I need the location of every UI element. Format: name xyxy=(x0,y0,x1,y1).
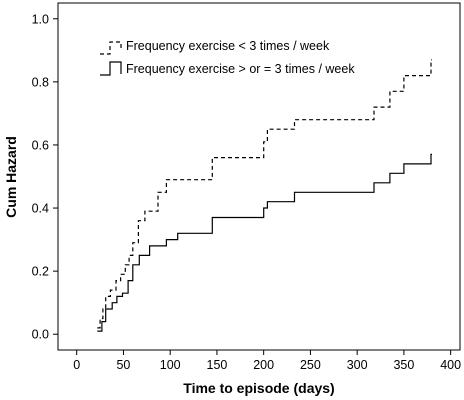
y-tick-label: 0.6 xyxy=(32,138,49,152)
series-line-3-or-more xyxy=(97,153,432,332)
x-tick-label: 250 xyxy=(300,358,321,372)
x-tick-label: 100 xyxy=(160,358,181,372)
y-axis-title: Cum Hazard xyxy=(3,136,19,218)
x-tick-label: 400 xyxy=(440,358,461,372)
x-tick-label: 200 xyxy=(253,358,274,372)
x-tick-label: 350 xyxy=(393,358,414,372)
legend-label-less-than-3: Frequency exercise < 3 times / week xyxy=(126,39,330,53)
x-tick-label: 50 xyxy=(116,358,130,372)
axis-ticks: 0 50 100 150 200 250 300 350 400 0.0 0.2 0.4 0.6 0.8 1… xyxy=(32,12,462,372)
y-tick-label: 0.8 xyxy=(32,75,49,89)
legend-symbol-dashed xyxy=(100,41,122,55)
x-tick-label: 300 xyxy=(347,358,368,372)
legend-label-3-or-more: Frequency exercise > or = 3 times / week xyxy=(126,62,355,76)
x-axis-title: Time to episode (days) xyxy=(183,380,334,396)
y-tick-label: 0.0 xyxy=(32,328,49,342)
legend: Frequency exercise < 3 times / week Freq… xyxy=(100,39,355,76)
y-tick-label: 1.0 xyxy=(32,12,49,26)
series-layer xyxy=(97,59,432,332)
series-line-less-than-3 xyxy=(97,59,432,329)
plot-frame xyxy=(57,2,461,351)
y-tick-label: 0.2 xyxy=(32,265,49,279)
y-tick-label: 0.4 xyxy=(32,202,49,216)
x-tick-label: 150 xyxy=(207,358,228,372)
x-tick-label: 0 xyxy=(73,358,80,372)
legend-symbol-solid xyxy=(100,61,122,76)
